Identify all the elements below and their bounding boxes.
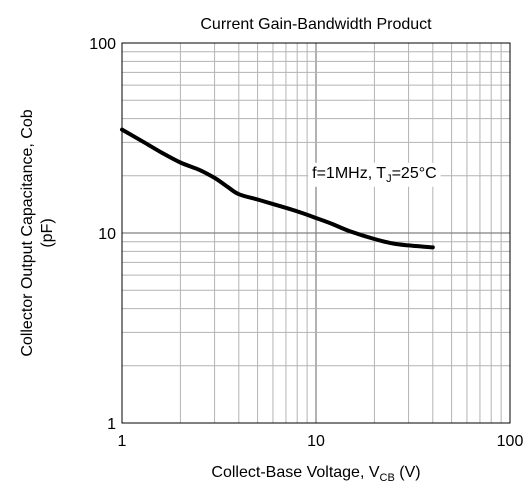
y-axis-label-line1: Collector Output Capacitance, Cob xyxy=(19,109,36,356)
annotation-pre: f=1MHz, T xyxy=(312,165,386,182)
y-axis-label-line2: (pF) xyxy=(39,218,56,247)
chart-title: Current Gain-Bandwidth Product xyxy=(200,16,432,33)
x-tick-label: 1 xyxy=(118,433,127,450)
x-tick-label: 100 xyxy=(497,433,524,450)
x-tick-label: 10 xyxy=(307,433,325,450)
x-axis-label: Collect-Base Voltage, VCB (V) xyxy=(211,464,420,484)
annotation-background xyxy=(308,162,441,187)
plot-area-frame xyxy=(121,42,511,424)
x-axis-label-subscript: CB xyxy=(380,472,395,484)
annotation-post: =25°C xyxy=(392,165,437,182)
y-tick-label: 10 xyxy=(98,226,116,243)
series-line xyxy=(120,127,435,250)
annotation-subscript: J xyxy=(386,173,392,185)
series-group xyxy=(120,127,435,250)
y-tick-label: 100 xyxy=(89,36,116,53)
x-axis-label-unit: (V) xyxy=(395,464,421,481)
conditions-annotation: f=1MHz, TJ=25°C xyxy=(308,162,441,187)
annotation-text: f=1MHz, TJ=25°C xyxy=(312,165,437,185)
x-axis-label-main: Collect-Base Voltage, V xyxy=(211,464,379,481)
grid-lines xyxy=(122,43,510,423)
tick-labels: 1 10 100 1 10 100 xyxy=(89,36,523,450)
y-tick-label: 1 xyxy=(107,416,116,433)
